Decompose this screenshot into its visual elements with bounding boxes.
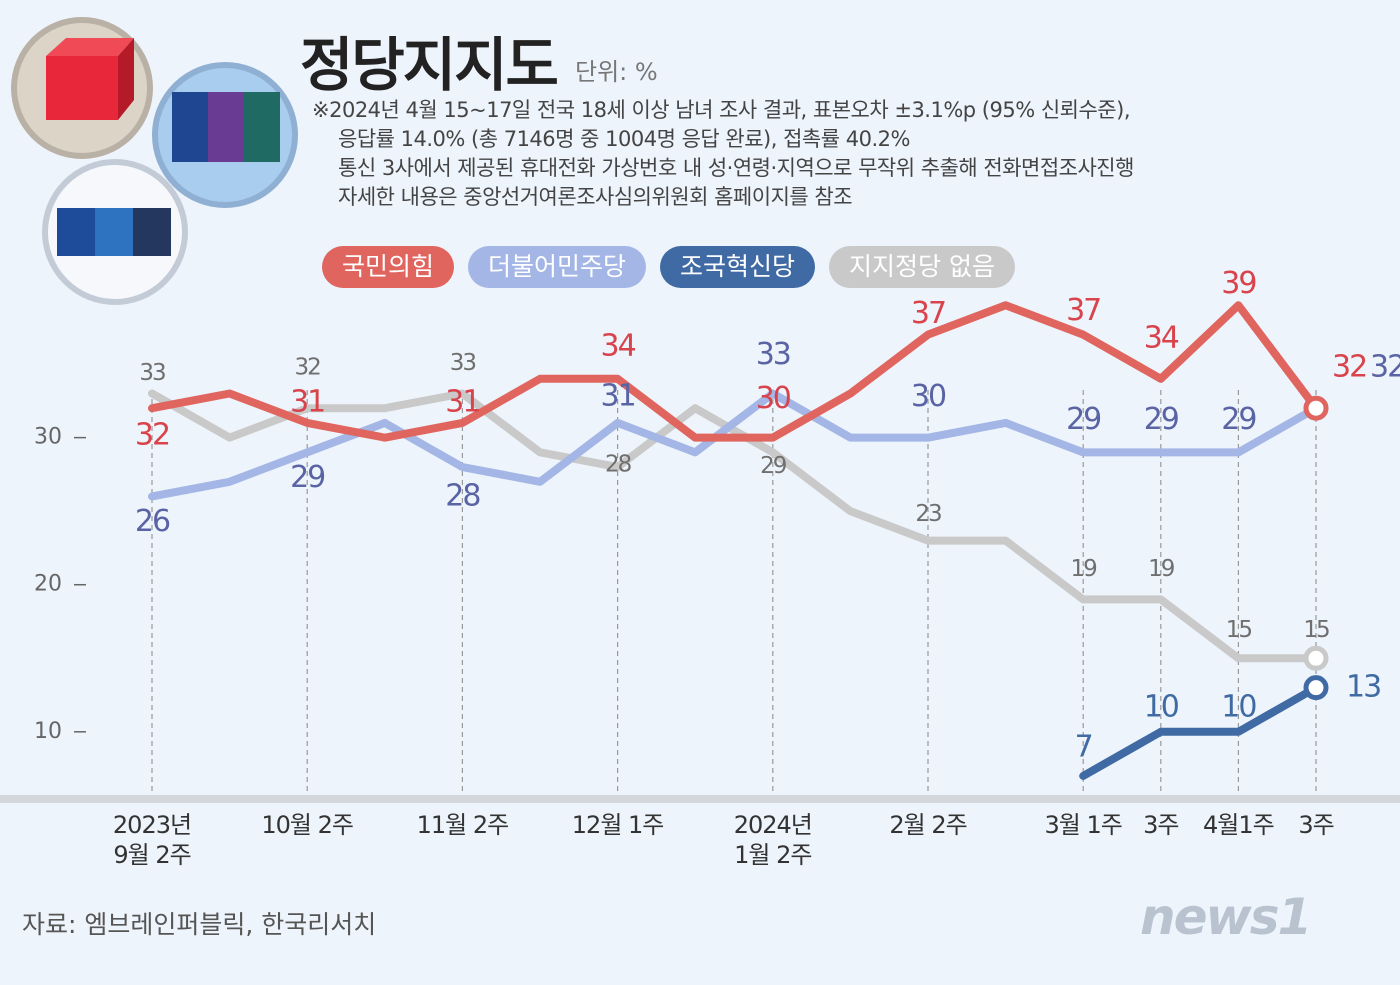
value-label: 7 <box>1075 729 1092 764</box>
value-label: 15 <box>1303 617 1329 643</box>
note-line: 자세한 내용은 중앙선거여론조사심의위원회 홈페이지를 참조 <box>338 185 853 209</box>
x-tick-label: 2월 2주 <box>889 811 967 839</box>
x-tick-label: 12월 1주 <box>571 811 665 839</box>
value-label: 37 <box>1066 293 1100 328</box>
series-line <box>148 301 1320 442</box>
title: 정당지지도 <box>300 31 559 99</box>
x-axis-band <box>0 795 1400 803</box>
value-label: 30 <box>756 381 791 416</box>
legend-item: 더불어민주당 <box>468 246 647 288</box>
legend-item: 조국혁신당 <box>660 246 816 288</box>
value-label: 13 <box>1346 670 1380 705</box>
note-line: ※2024년 4월 15~17일 전국 18세 이상 남녀 조사 결과, 표본오… <box>312 98 1130 122</box>
note-line: 통신 3사에서 제공된 휴대전화 가상번호 내 성·연령·지역으로 무작위 추출… <box>338 156 1134 180</box>
value-label: 32 <box>1370 350 1400 385</box>
value-label: 34 <box>1144 320 1179 355</box>
value-label: 23 <box>915 501 941 527</box>
y-tick-label: 20 <box>34 572 62 597</box>
logo: news1 <box>1140 888 1312 946</box>
value-label: 37 <box>911 296 945 331</box>
value-label: 33 <box>450 350 476 376</box>
x-tick-label: 2024년 1월 2주 <box>733 811 813 869</box>
legend-item: 지지정당 없음 <box>829 246 1015 288</box>
value-label: 31 <box>445 384 479 419</box>
y-tick-label: 30 <box>34 425 62 450</box>
x-tick-label: 3주 <box>1298 811 1334 839</box>
value-label: 15 <box>1226 617 1252 643</box>
y-tick-label: 10 <box>34 719 62 744</box>
value-label: 19 <box>1071 556 1098 582</box>
value-label: 31 <box>601 378 635 413</box>
value-label: 33 <box>756 337 790 372</box>
value-label: 32 <box>295 355 321 381</box>
value-label: 34 <box>601 328 636 363</box>
value-label: 29 <box>290 460 324 495</box>
source: 자료: 엠브레인퍼블릭, 한국리서치 <box>22 910 377 939</box>
value-label: 19 <box>1148 556 1175 582</box>
value-label: 29 <box>1066 402 1100 437</box>
series-line <box>148 389 1320 663</box>
value-label: 33 <box>139 360 165 386</box>
x-tick-label: 2023년 9월 2주 <box>112 811 192 869</box>
value-label: 31 <box>290 384 324 419</box>
end-marker <box>1303 395 1329 421</box>
legend: 국민의힘 더불어민주당 조국혁신당 지지정당 없음 <box>322 246 1015 288</box>
legend-item: 국민의힘 <box>322 246 455 288</box>
value-label: 29 <box>760 453 787 479</box>
end-marker <box>1303 645 1329 671</box>
value-label: 32 <box>135 418 169 453</box>
value-label: 10 <box>1144 689 1179 724</box>
value-label: 39 <box>1221 266 1255 301</box>
value-label: 29 <box>1221 402 1255 437</box>
end-marker <box>1303 675 1329 701</box>
unit: 단위: % <box>575 58 658 86</box>
x-tick-label: 10월 2주 <box>261 811 354 839</box>
value-label: 32 <box>1332 350 1366 385</box>
notes: ※2024년 4월 15~17일 전국 18세 이상 남녀 조사 결과, 표본오… <box>312 96 1134 212</box>
x-tick-label: 4월1주 <box>1203 811 1275 839</box>
value-label: 30 <box>911 379 946 414</box>
note-line: 응답률 14.0% (총 7146명 중 1004명 응답 완료), 접촉률 4… <box>338 127 910 151</box>
value-label: 28 <box>605 452 632 478</box>
series-line <box>1079 683 1320 780</box>
x-tick-label: 11월 2주 <box>416 811 510 839</box>
series-line <box>148 389 1320 501</box>
value-label: 26 <box>135 504 170 539</box>
x-tick-label: 3월 1주 <box>1044 811 1123 839</box>
value-label: 10 <box>1221 689 1256 724</box>
value-label: 29 <box>1144 402 1178 437</box>
party-icons <box>11 17 298 305</box>
x-tick-label: 3주 <box>1143 811 1179 839</box>
value-label: 28 <box>445 479 480 514</box>
